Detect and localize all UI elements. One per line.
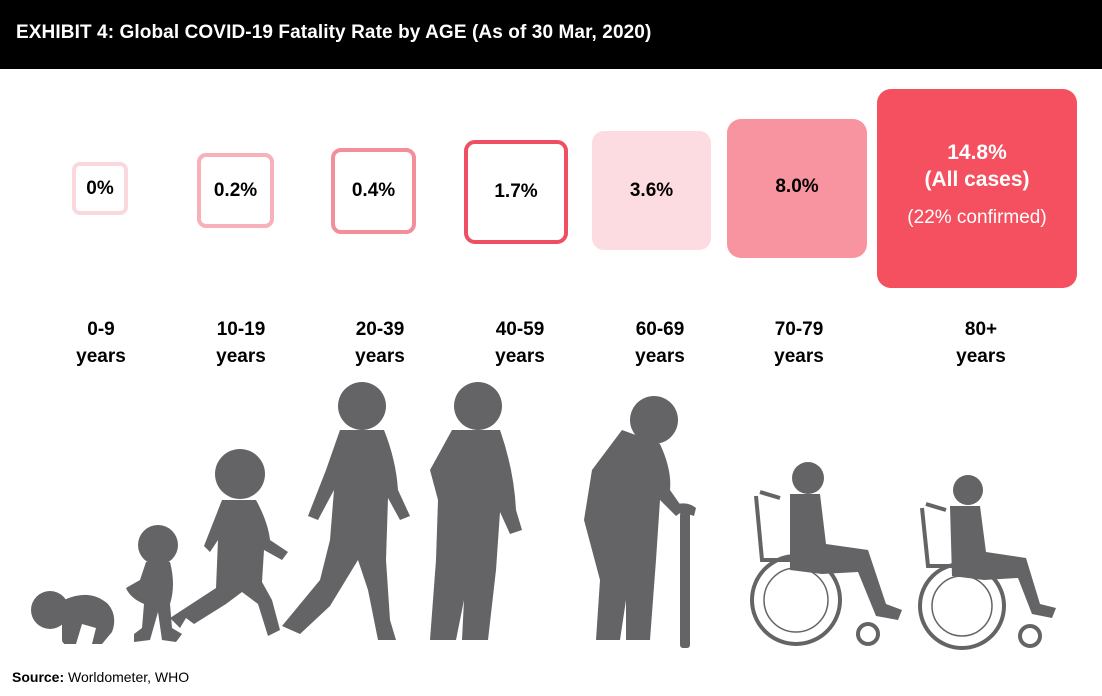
age-range: 0-9 xyxy=(87,319,115,340)
age-range: 60-69 xyxy=(635,319,685,340)
rate-label-10-19: 0.2% xyxy=(213,179,258,201)
confirmed-note: (22% confirmed) xyxy=(907,207,1047,228)
age-range: 10-19 xyxy=(216,319,266,340)
elderly-with-cane-figure xyxy=(584,396,696,648)
rate-box-80-plus: 14.8% (All cases) (22% confirmed) xyxy=(877,89,1077,288)
age-range: 40-59 xyxy=(495,319,545,340)
age-unit: years xyxy=(956,346,1006,367)
age-label-0-9: 0-9 years xyxy=(31,316,171,370)
age-label-40-59: 40-59 years xyxy=(450,316,590,370)
age-label-10-19: 10-19 years xyxy=(171,316,311,370)
age-label-60-69: 60-69 years xyxy=(590,316,730,370)
age-unit: years xyxy=(774,346,824,367)
middle-aged-figure xyxy=(430,382,522,640)
age-unit: years xyxy=(216,346,266,367)
child-figure xyxy=(170,449,288,636)
all-cases-label: (All cases) xyxy=(924,168,1030,191)
young-adult-figure xyxy=(282,382,410,640)
age-range: 80+ xyxy=(964,319,998,340)
rate-box-10-19: 0.2% xyxy=(197,153,274,228)
rate-label-60-69: 3.6% xyxy=(629,179,674,201)
age-range: 70-79 xyxy=(774,319,824,340)
rate-box-20-39: 0.4% xyxy=(331,148,416,234)
age-label-80-plus: 80+ years xyxy=(911,316,1051,370)
source-text: Worldometer, WHO xyxy=(64,669,190,685)
source-label: Source: xyxy=(12,669,65,685)
source-note: Source: Worldometer, WHO xyxy=(12,669,189,685)
age-unit: years xyxy=(495,346,545,367)
wheelchair-user-70-79-figure xyxy=(750,462,902,646)
rate-box-60-69: 3.6% xyxy=(592,131,711,250)
rate-label-70-79: 8.0% xyxy=(775,175,819,197)
age-unit: years xyxy=(76,346,126,367)
rate-box-70-79: 8.0% xyxy=(727,119,867,258)
rate-box-0-9: 0% xyxy=(72,162,128,215)
chart-title: EXHIBIT 4: Global COVID-19 Fatality Rate… xyxy=(16,22,652,43)
crawling-baby-figure xyxy=(31,591,115,644)
age-label-70-79: 70-79 years xyxy=(729,316,869,370)
age-unit: years xyxy=(635,346,685,367)
age-label-20-39: 20-39 years xyxy=(310,316,450,370)
rate-label-0-9: 0% xyxy=(86,177,114,199)
chart-header: EXHIBIT 4: Global COVID-19 Fatality Rate… xyxy=(0,0,1102,69)
age-unit: years xyxy=(355,346,405,367)
age-range: 20-39 xyxy=(355,319,405,340)
rate-label-20-39: 0.4% xyxy=(351,180,396,201)
age-silhouettes-illustration xyxy=(31,382,1056,650)
toddler-figure xyxy=(126,525,182,642)
rate-label-40-59: 1.7% xyxy=(494,181,538,202)
rate-label-80-plus: 14.8% xyxy=(947,141,1007,164)
rate-box-40-59: 1.7% xyxy=(464,140,568,244)
wheelchair-user-80-plus-figure xyxy=(918,475,1056,650)
